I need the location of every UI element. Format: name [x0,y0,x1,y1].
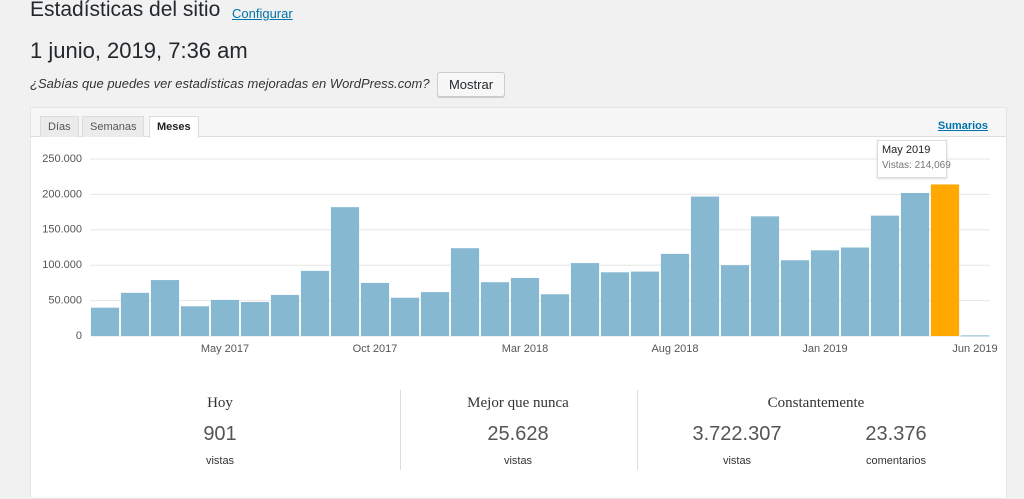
stat-value: 25.628 [487,423,549,445]
bar [840,247,870,336]
bar [810,250,840,336]
bar [870,215,900,336]
date: 1 junio, 2019, 7:36 am [30,38,248,63]
bar [570,263,600,336]
bar [390,297,420,336]
bar [660,253,690,336]
x-tick-label: May 2017 [201,343,249,355]
separator [400,390,401,470]
bar [90,307,120,336]
bar [600,272,630,336]
bar [210,299,240,336]
notice: ¿Sabías que puedes ver estadísticas mejo… [30,76,430,91]
bar [120,292,150,336]
bar [450,248,480,336]
bar [630,271,660,336]
y-tick-label: 100.000 [42,259,82,271]
y-tick-label: 250.000 [42,153,82,165]
configure-link[interactable]: Configurar [232,6,293,21]
stat-value: 3.722.307 [692,423,782,445]
stat-title: Hoy [207,395,233,411]
show-button[interactable]: Mostrar [437,72,505,97]
y-tick-label: 200.000 [42,188,82,200]
tab-active[interactable]: Meses [149,116,199,138]
stat-label: comentarios [866,455,926,467]
page-title: Estadísticas del sitio [30,0,221,21]
x-tick-label: Jan 2019 [802,343,847,355]
y-tick-label: 150.000 [42,224,82,236]
bar [780,260,810,336]
bar [360,282,390,336]
y-tick-label: 50.000 [48,295,82,307]
x-tick-label: Oct 2017 [353,343,398,355]
bar [240,302,270,336]
separator [637,390,638,470]
x-tick-label: Mar 2018 [502,343,548,355]
y-tick-label: 0 [76,330,82,342]
stat-label: vistas [503,455,533,467]
chart: 0 50.000 100.000 150.000 200.000 250.000 May 2… [42,153,997,355]
bar [150,280,180,336]
bar [720,265,750,336]
bar [300,270,330,336]
stat-value: 901 [203,423,237,445]
stat-title: Constantemente [767,395,865,411]
tooltip-text: Vistas: 214,069 [882,160,951,171]
bar [510,277,540,336]
summary-link[interactable]: Sumarios [937,120,988,132]
stat-label: vistas [722,455,752,467]
bar [900,192,930,336]
stat-label: vistas [205,455,235,467]
stat-value: 23.376 [865,423,927,445]
x-tick-label: Jun 2019 [952,343,997,355]
tab[interactable]: Semanas [82,116,145,137]
tooltip-title: May 2019 [882,144,931,156]
bar [690,196,720,336]
tooltip: May 2019 Vistas: 214,069 [877,140,951,178]
bar [750,216,780,336]
tab[interactable]: Días [40,116,79,137]
bar [960,335,990,337]
x-tick-label: Aug 2018 [651,343,698,355]
bar [480,282,510,336]
bar [420,292,450,336]
stat-title: Mejor que nunca [467,395,569,411]
bar [930,184,960,336]
bar [180,306,210,336]
bar [330,207,360,336]
bar [270,294,300,336]
bar [540,294,570,336]
tab-bar: Días Semanas Meses Sumarios [31,108,1006,138]
